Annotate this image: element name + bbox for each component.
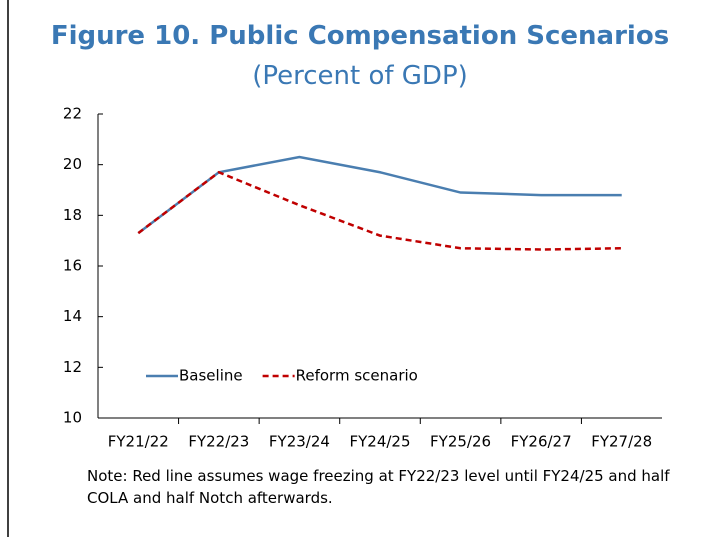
legend-label: Reform scenario — [296, 367, 418, 385]
y-tick-label: 10 — [63, 409, 82, 427]
x-tick-label: FY21/22 — [108, 433, 169, 451]
x-tick-label: FY26/27 — [511, 433, 572, 451]
legend-label: Baseline — [179, 367, 243, 385]
chart-title: Figure 10. Public Compensation Scenarios… — [20, 16, 700, 96]
x-tick-label: FY23/24 — [269, 433, 330, 451]
series-line — [137, 155, 622, 235]
series-line — [137, 170, 622, 251]
x-tick-label: FY27/28 — [591, 433, 652, 451]
x-tick-label: FY25/26 — [430, 433, 491, 451]
x-tick-label: FY22/23 — [188, 433, 249, 451]
subtitle: (Percent of GDP) — [252, 61, 468, 91]
x-tick-label: FY24/25 — [349, 433, 410, 451]
y-tick-label: 14 — [63, 307, 82, 325]
note: Note: Red line assumes wage freezing at … — [87, 467, 670, 507]
y-tick-label: 12 — [63, 358, 82, 376]
y-tick-label: 20 — [63, 155, 82, 173]
y-tick-label: 22 — [63, 105, 82, 123]
y-tick-label: 16 — [63, 257, 82, 275]
title: Figure 10. Public Compensation Scenarios — [50, 21, 670, 51]
y-tick-label: 18 — [63, 206, 82, 224]
